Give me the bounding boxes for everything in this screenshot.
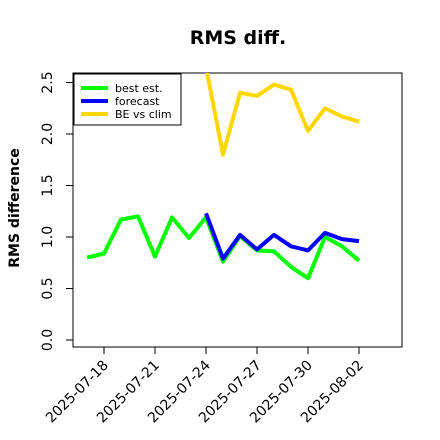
chart-title: RMS diff. [190,27,287,49]
y-tick-label: 2.0 [40,123,56,145]
y-tick-label: 2.5 [40,71,56,93]
legend-label: forecast [115,95,160,108]
y-tick-label: 1.5 [40,174,56,196]
series-layer [86,73,361,281]
y-tick-label: 0.0 [40,329,56,351]
legend-label: BE vs clim [115,108,172,121]
series-line-2 [205,73,360,157]
series-line-0 [86,214,361,281]
y-axis: 0.0 0.5 1.0 1.5 2.0 2.5 [40,71,73,351]
legend-label: best est. [115,82,163,95]
y-axis-label: RMS difference [7,148,23,268]
x-axis: 2025-07-182025-07-212025-07-242025-07-27… [43,347,367,426]
series-line-1 [204,212,360,261]
y-tick-label: 0.5 [40,277,56,299]
y-tick-label: 1.0 [40,226,56,248]
plot-frame [72,72,403,348]
